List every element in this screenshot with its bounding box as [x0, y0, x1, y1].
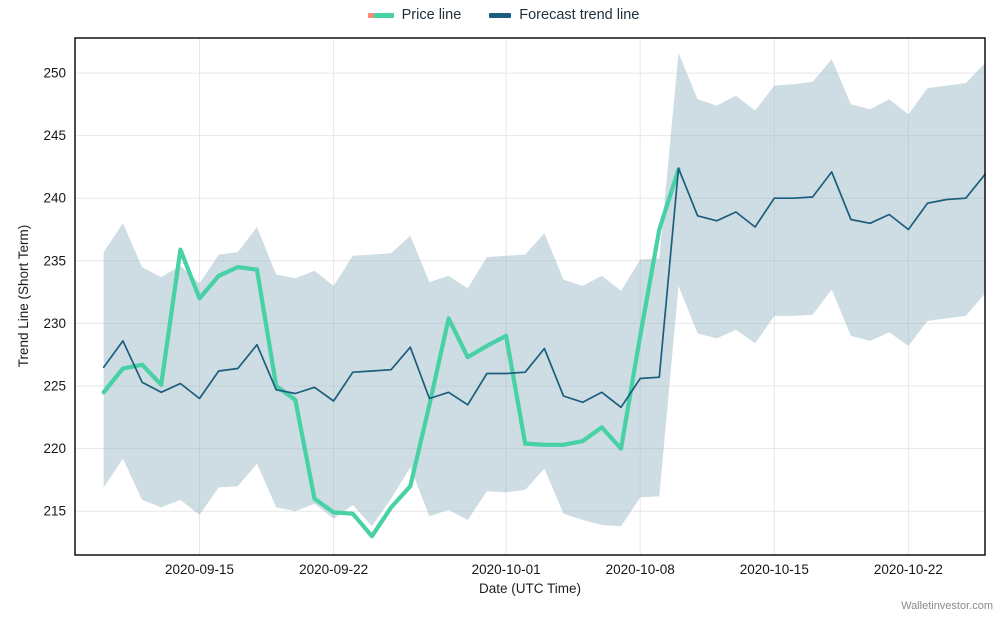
- y-tick-label: 250: [43, 66, 66, 81]
- forecast-line: [102, 167, 986, 409]
- plot-border: [74, 37, 986, 556]
- y-tick-label: 245: [43, 128, 66, 143]
- price-line-legend-marker: [367, 12, 394, 19]
- y-tick-label: 240: [43, 191, 66, 206]
- x-tick-label: 2020-10-22: [874, 562, 943, 577]
- y-tick-label: 215: [43, 504, 66, 519]
- price-line: [101, 167, 681, 539]
- chart-legend: Price line Forecast trend line: [0, 2, 1007, 28]
- x-axis-title: Date (UTC Time): [478, 581, 581, 596]
- y-tick-label: 225: [43, 379, 66, 394]
- tick-labels: 215 220 225 230 235 240 245 250 2020-09-15 2020-0…: [43, 66, 942, 577]
- x-tick-label: 2020-10-08: [606, 562, 675, 577]
- forecast-line-swatch: [489, 12, 512, 18]
- x-tick-label: 2020-09-15: [165, 562, 234, 577]
- x-tick-label: 2020-09-22: [299, 562, 368, 577]
- y-tick-label: 230: [43, 316, 66, 331]
- legend-item-price-line[interactable]: Price line: [367, 7, 462, 23]
- y-tick-label: 235: [43, 253, 66, 268]
- x-tick-label: 2020-10-15: [740, 562, 809, 577]
- legend-label-forecast-trend-line: Forecast trend line: [519, 7, 640, 23]
- legend-label-price-line: Price line: [401, 7, 462, 23]
- y-axis-title: Trend Line (Short Term): [16, 224, 31, 368]
- gridlines: [75, 38, 985, 555]
- price-line-swatch: [373, 12, 394, 18]
- forecast-confidence-band: [103, 53, 985, 527]
- watermark: Walletinvestor.com: [901, 600, 993, 612]
- x-tick-label: 2020-10-01: [472, 562, 541, 577]
- y-tick-label: 220: [43, 441, 66, 456]
- legend-item-forecast-trend-line[interactable]: Forecast trend line: [489, 7, 639, 23]
